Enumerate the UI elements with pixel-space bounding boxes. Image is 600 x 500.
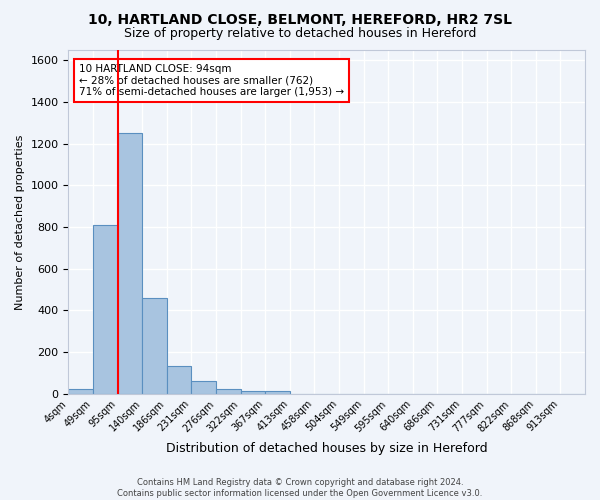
Bar (68, 388, 93, 394)
Text: 10, HARTLAND CLOSE, BELMONT, HEREFORD, HR2 7SL: 10, HARTLAND CLOSE, BELMONT, HEREFORD, H… (88, 12, 512, 26)
Bar (241, 390, 265, 394)
Bar (191, 382, 216, 394)
Bar (265, 392, 290, 394)
Y-axis label: Number of detached properties: Number of detached properties (15, 134, 25, 310)
Bar (93, 225, 118, 394)
Bar (216, 388, 241, 394)
Text: 10 HARTLAND CLOSE: 94sqm
← 28% of detached houses are smaller (762)
71% of semi-: 10 HARTLAND CLOSE: 94sqm ← 28% of detach… (79, 64, 344, 97)
Text: Size of property relative to detached houses in Hereford: Size of property relative to detached ho… (124, 28, 476, 40)
Bar (118, 134, 142, 394)
Bar (167, 366, 191, 394)
Bar (142, 298, 167, 394)
Text: Contains HM Land Registry data © Crown copyright and database right 2024.
Contai: Contains HM Land Registry data © Crown c… (118, 478, 482, 498)
X-axis label: Distribution of detached houses by size in Hereford: Distribution of detached houses by size … (166, 442, 488, 455)
